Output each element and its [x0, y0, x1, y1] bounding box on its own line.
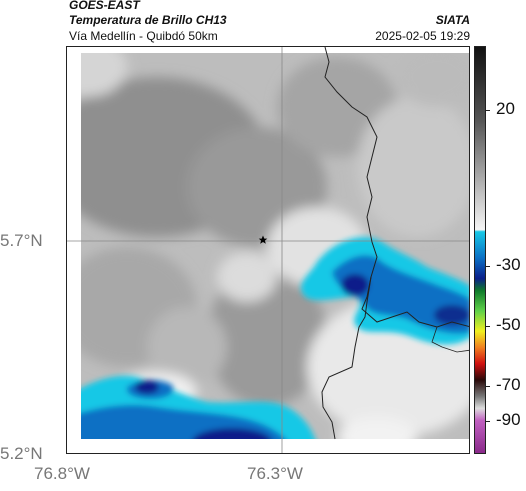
temperature-colorbar	[474, 46, 486, 454]
datetime-label: 2025-02-05 19:29	[375, 29, 470, 43]
lat-label-5-7: 5.7°N	[0, 231, 43, 250]
lon-label-76-8: 76.8°W	[34, 464, 90, 483]
lat-label-5-2: 5.2°N	[0, 444, 43, 463]
region-subtitle: Vía Medellín - Quibdó 50km	[69, 29, 218, 43]
product-title: Temperatura de Brillo CH13	[69, 13, 227, 27]
satellite-title: GOES-EAST	[69, 0, 140, 12]
station-star-icon	[258, 235, 268, 244]
colorbar-label-20: 20	[496, 99, 515, 118]
colorbar-label-minus-70: -70	[496, 375, 521, 394]
colorbar-label-minus-30: -30	[496, 255, 521, 274]
colorbar-label-minus-90: -90	[496, 410, 521, 429]
lon-label-76-3: 76.3°W	[247, 464, 303, 483]
brightness-temperature-map	[66, 46, 470, 454]
agency-label: SIATA	[435, 13, 470, 27]
colorbar-label-minus-50: -50	[496, 315, 521, 334]
